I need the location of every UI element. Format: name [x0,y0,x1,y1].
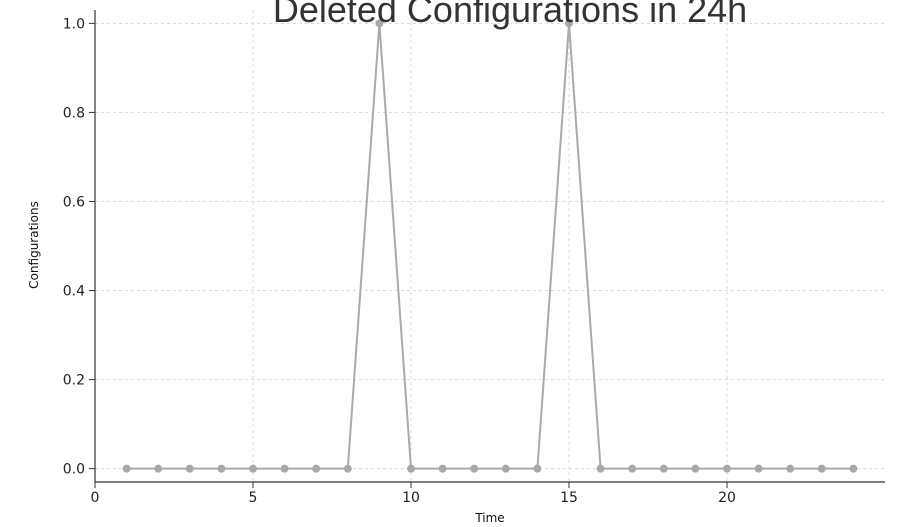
axes [89,10,885,488]
data-point [217,464,226,473]
y-tick-label: 0.6 [63,194,85,210]
y-axis-label: Configurations [27,201,41,289]
data-point [565,19,573,28]
x-tick-label: 5 [249,490,258,506]
data-point [691,464,700,473]
chart-title: Deleted Configurations in 24h [273,0,747,30]
data-point [817,464,826,473]
data-point [438,464,447,473]
data-point [280,464,289,473]
data-point [249,464,257,473]
data-point [343,464,352,473]
y-tick-label: 0.2 [63,373,85,389]
data-point [154,464,163,473]
data-point [533,464,542,473]
data-point [628,464,637,473]
data-point [407,464,415,473]
data-point [754,464,763,473]
tick-labels: 0 5 10 15 20 0.0 0.2 0.4 0.6 0.8 1.0 [63,16,736,506]
data-point [786,464,795,473]
x-tick-label: 0 [91,490,100,506]
y-tick-label: 0.0 [63,462,85,478]
y-tick-label: 0.8 [63,105,85,121]
grid-lines [95,10,885,482]
y-tick-label: 0.4 [63,284,85,300]
series-group [122,19,858,473]
data-point [185,464,194,473]
x-tick-label: 20 [718,490,736,506]
data-point [312,464,321,473]
data-point [596,464,605,473]
data-point [501,464,510,473]
data-point [849,464,858,473]
x-tick-label: 10 [402,490,420,506]
x-axis-label: Time [474,511,504,525]
data-point [470,464,479,473]
data-point [723,464,731,473]
x-tick-label: 15 [560,490,578,506]
data-point [659,464,668,473]
series-line [126,23,854,470]
data-point [122,464,131,473]
data-point [375,19,384,28]
y-tick-label: 1.0 [63,16,85,32]
